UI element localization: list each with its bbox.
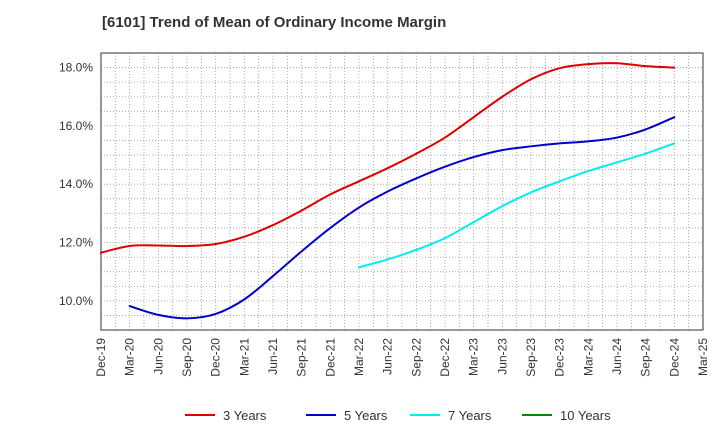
- x-tick-label: Mar-23: [467, 338, 481, 376]
- x-tick-label: Dec-21: [323, 338, 337, 377]
- plot-border: [100, 52, 704, 331]
- series-line-3-years: [100, 62, 676, 254]
- y-tick-label: 18.0%: [59, 61, 93, 75]
- y-tick-label: 10.0%: [59, 294, 93, 308]
- y-tick-label: 16.0%: [59, 119, 93, 133]
- y-tick-label: 14.0%: [59, 177, 93, 191]
- x-tick-label: Jun-24: [610, 338, 624, 375]
- legend-label: 5 Years: [344, 408, 388, 423]
- x-tick-label: Mar-20: [123, 338, 137, 376]
- x-tick-label: Sep-21: [295, 338, 309, 377]
- x-tick-label: Jun-20: [151, 338, 165, 375]
- legend-label: 10 Years: [560, 408, 611, 423]
- x-tick-label: Dec-22: [438, 338, 452, 377]
- x-tick-label: Dec-19: [94, 338, 108, 377]
- x-tick-label: Mar-24: [581, 338, 595, 376]
- x-tick-label: Mar-21: [237, 338, 251, 376]
- x-tick-label: Mar-22: [352, 338, 366, 376]
- x-tick-label: Mar-25: [696, 338, 710, 376]
- x-tick-label: Jun-23: [495, 338, 509, 375]
- x-tick-label: Sep-20: [180, 338, 194, 377]
- x-tick-label: Dec-23: [553, 338, 567, 377]
- x-tick-label: Sep-24: [639, 338, 653, 377]
- x-tick-label: Dec-24: [667, 338, 681, 377]
- chart-title: [6101] Trend of Mean of Ordinary Income …: [102, 14, 447, 31]
- x-tick-label: Sep-22: [409, 338, 423, 377]
- legend-label: 3 Years: [223, 408, 267, 423]
- series-line-7-years: [358, 142, 676, 269]
- series-line-5-years: [128, 116, 676, 320]
- x-tick-label: Jun-22: [381, 338, 395, 375]
- x-tick-label: Sep-23: [524, 338, 538, 377]
- x-tick-label: Dec-20: [209, 338, 223, 377]
- x-tick-label: Jun-21: [266, 338, 280, 375]
- legend-label: 7 Years: [448, 408, 492, 423]
- y-tick-label: 12.0%: [59, 236, 93, 250]
